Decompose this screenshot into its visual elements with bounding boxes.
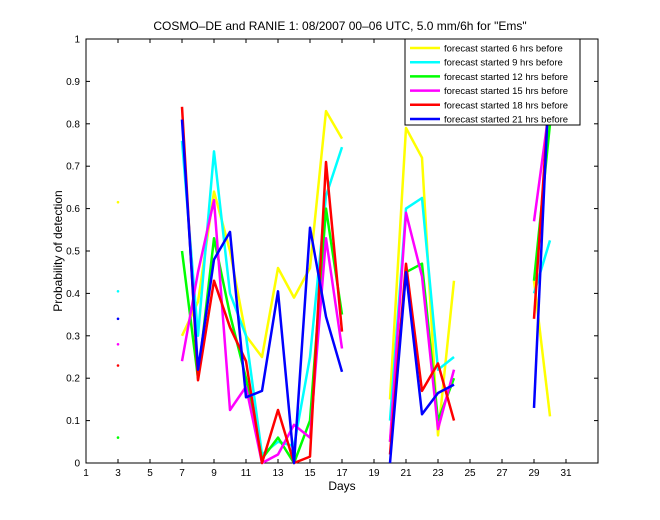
x-tick-label: 13 xyxy=(272,468,284,479)
axis-ticks: 1 3 5 7 9 11 13 15 17 19 21 23 25 27 29 3100.10.20.30.4… xyxy=(66,35,598,479)
series-1-line-segment-4 xyxy=(532,280,552,417)
x-tick-label: 9 xyxy=(211,468,217,479)
x-tick-label: 17 xyxy=(336,468,348,479)
x-tick-label: 27 xyxy=(496,468,508,479)
series-4-line-segment-3 xyxy=(388,211,456,442)
x-tick-label: 19 xyxy=(368,468,380,479)
x-tick-label: 25 xyxy=(464,468,476,479)
y-axis-title: Probability of detection xyxy=(51,190,65,311)
legend-label: forecast started 9 hrs before xyxy=(444,58,563,69)
legend-label: forecast started 15 hrs before xyxy=(444,86,568,97)
series-5-line-segment-2 xyxy=(180,106,344,465)
legend-label: forecast started 18 hrs before xyxy=(444,100,568,111)
legend: forecast started 6 hrs before forecast st… xyxy=(404,38,581,126)
y-tick-label: 0.9 xyxy=(66,77,80,88)
x-tick-label: 11 xyxy=(241,468,252,479)
x-tick-label: 15 xyxy=(304,468,316,479)
legend-box xyxy=(404,38,581,126)
y-tick-label: 0.1 xyxy=(66,416,80,427)
series-3-point xyxy=(116,436,120,439)
y-tick-label: 0.2 xyxy=(66,374,80,385)
y-tick-label: 1 xyxy=(74,35,80,46)
y-tick-label: 0.3 xyxy=(66,331,80,342)
x-axis-title: Days xyxy=(328,479,355,493)
y-tick-label: 0.6 xyxy=(66,204,80,215)
legend-label: forecast started 12 hrs before xyxy=(444,72,568,83)
series-1-point xyxy=(116,200,120,204)
x-tick-label: 7 xyxy=(179,468,185,479)
y-tick-label: 0.5 xyxy=(66,247,80,258)
x-tick-label: 3 xyxy=(115,468,121,479)
y-tick-label: 0.8 xyxy=(66,119,80,130)
x-tick-label: 29 xyxy=(528,468,540,479)
chart-title: COSMO–DE and RANIE 1: 08/2007 00–06 UTC,… xyxy=(153,19,526,33)
x-tick-label: 31 xyxy=(560,468,572,479)
x-tick-label: 1 xyxy=(83,468,89,479)
series-6-line-segment-2 xyxy=(180,119,344,465)
x-tick-label: 23 xyxy=(432,468,444,479)
y-tick-label: 0.4 xyxy=(66,289,80,300)
series-6-point xyxy=(116,317,120,321)
series-5-point xyxy=(116,364,120,367)
legend-label: forecast started 21 hrs before xyxy=(444,115,568,126)
series-4-point xyxy=(116,343,120,346)
y-tick-label: 0.7 xyxy=(66,162,80,173)
series-6-line-segment-3 xyxy=(388,270,455,464)
x-tick-label: 5 xyxy=(147,468,153,479)
series-2-point xyxy=(116,290,120,293)
legend-label: forecast started 6 hrs before xyxy=(444,44,563,55)
x-tick-label: 21 xyxy=(400,468,412,479)
y-tick-label: 0 xyxy=(74,459,80,470)
